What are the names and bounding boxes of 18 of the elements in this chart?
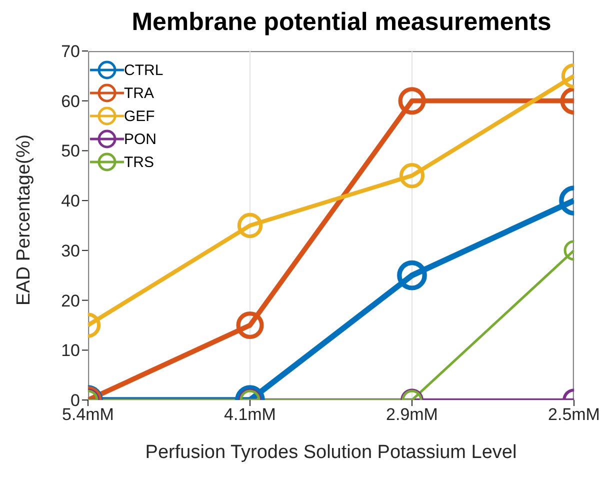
legend-label: TRA [124,84,154,102]
x-tick-label: 4.1mM [224,405,276,424]
y-tick-label: 40 [61,192,80,211]
legend-label: GEF [124,108,155,124]
x-tick-label: 2.9mM [386,405,438,424]
y-tick-label: 10 [61,341,80,360]
legend-label: CTRL [124,62,164,78]
x-axis-title: Perfusion Tyrodes Solution Potassium Level [145,442,517,463]
y-tick-label: 20 [61,291,80,310]
legend-label: TRS [124,154,154,170]
x-tick-label: 2.5mM [548,405,600,424]
y-tick-label: 70 [61,42,80,62]
y-axis-title: EAD Percentage(%) [14,134,35,306]
legend-label: PON [124,130,157,148]
chart-title: Membrane potential measurements [130,8,552,38]
y-tick-label: 60 [61,92,80,111]
y-tick-label: 30 [61,241,80,260]
y-tick-label: 50 [61,142,80,161]
